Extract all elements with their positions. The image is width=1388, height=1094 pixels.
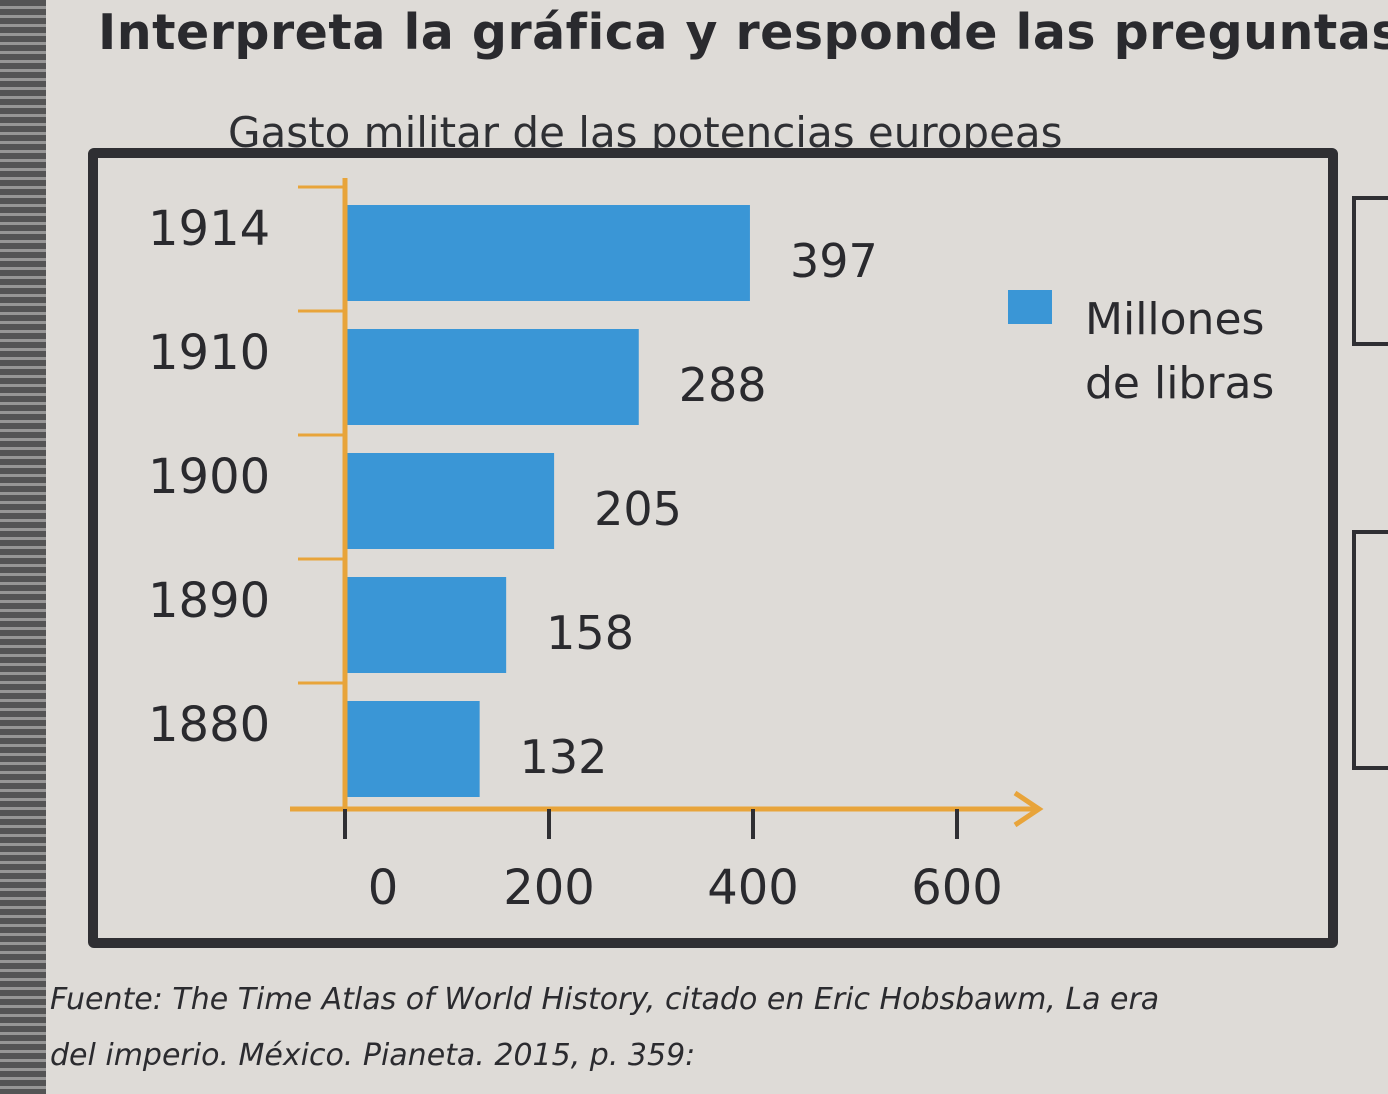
bar-1880 bbox=[345, 701, 480, 797]
category-label-1910: 1910 bbox=[148, 325, 270, 381]
bar-1910 bbox=[345, 329, 639, 425]
data-label-1910: 288 bbox=[679, 358, 767, 412]
legend: Millones de libras bbox=[1008, 290, 1274, 409]
side-box-bottom bbox=[1352, 530, 1388, 770]
page-title: Interpreta la gráfica y responde las pre… bbox=[98, 4, 1388, 61]
binder-spine bbox=[0, 0, 46, 1094]
side-box-top bbox=[1352, 196, 1388, 346]
x-axis-arrow bbox=[1013, 790, 1044, 828]
category-label-1914: 1914 bbox=[148, 201, 270, 257]
bar-1914 bbox=[345, 205, 750, 301]
legend-swatch bbox=[1008, 290, 1052, 324]
bar-1900 bbox=[345, 453, 555, 549]
bars-group: 1914 397 1910 288 1900 205 1890 158 1880 132 bbox=[148, 201, 878, 797]
category-label-1900: 1900 bbox=[148, 449, 270, 505]
data-label-1890: 158 bbox=[546, 606, 634, 660]
category-label-1890: 1890 bbox=[148, 573, 270, 629]
data-label-1914: 397 bbox=[790, 234, 878, 288]
data-label-1880: 132 bbox=[520, 730, 608, 784]
x-tick-label-600: 600 bbox=[911, 860, 1003, 916]
x-tick-label-200: 200 bbox=[503, 860, 595, 916]
x-tick-label-400: 400 bbox=[707, 860, 799, 916]
axes-group: 0 200 400 600 bbox=[290, 178, 1044, 916]
data-label-1900: 205 bbox=[594, 482, 682, 536]
legend-label-line1: Millones bbox=[1085, 294, 1264, 345]
x-tick-label-0: 0 bbox=[368, 860, 399, 916]
legend-label-line2: de libras bbox=[1085, 358, 1274, 409]
category-label-1880: 1880 bbox=[148, 697, 270, 753]
chart-frame bbox=[88, 148, 1338, 948]
bar-1890 bbox=[345, 577, 507, 673]
source-line-2: del imperio. México. Pianeta. 2015, p. 3… bbox=[50, 1038, 696, 1073]
source-line-1: Fuente: The Time Atlas of World History,… bbox=[50, 982, 1160, 1017]
